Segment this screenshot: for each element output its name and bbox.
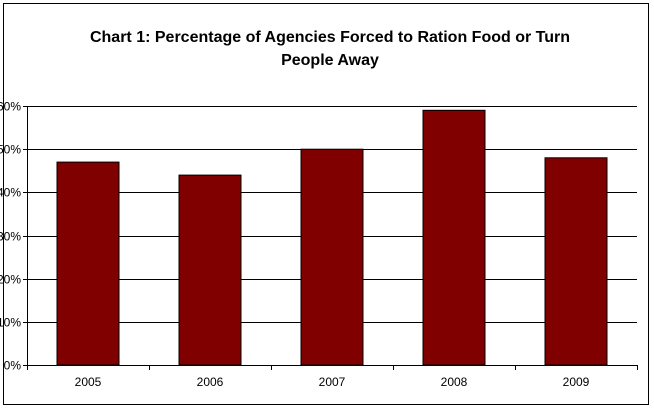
x-tick-labels: 2005 2006 2007 2008 2009 [75, 375, 590, 389]
y-tick-label: 20% [0, 273, 21, 287]
axes [23, 106, 638, 370]
y-tick-labels: 0% 10% 20% 30% 40% 50% 60% [0, 100, 21, 373]
bar-2008 [422, 109, 486, 366]
y-tick-label: 40% [0, 186, 21, 200]
y-tick-label: 10% [0, 316, 21, 330]
x-tick-label: 2008 [441, 375, 468, 389]
x-tick-label: 2006 [197, 375, 224, 389]
y-tick-label: 50% [0, 143, 21, 157]
bars [56, 109, 608, 366]
bar-2005 [56, 161, 120, 366]
bar-2007 [300, 148, 364, 366]
bar-2006 [178, 174, 242, 366]
y-tick-label: 30% [0, 230, 21, 244]
x-tick-label: 2007 [319, 375, 346, 389]
y-tick-label: 0% [4, 359, 22, 373]
chart-title: Chart 1: Percentage of Agencies Forced t… [89, 29, 571, 69]
x-tick-label: 2009 [563, 375, 590, 389]
x-tick-label: 2005 [75, 375, 102, 389]
y-tick-label: 60% [0, 100, 21, 114]
bar-2009 [544, 157, 608, 366]
